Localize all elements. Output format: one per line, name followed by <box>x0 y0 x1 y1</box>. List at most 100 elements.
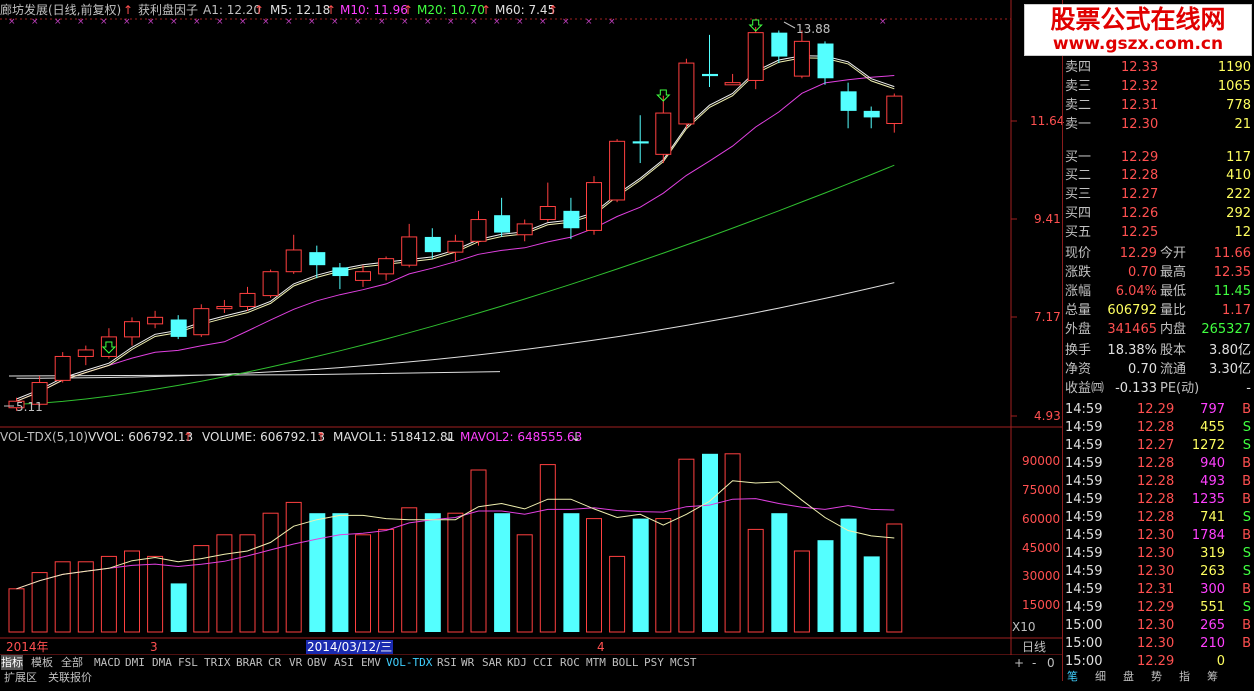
volume-arrow: ↑ <box>316 430 327 444</box>
tick-row: 14:59 12.27 1272 S <box>1063 436 1254 455</box>
tab-mcst[interactable]: MCST <box>670 656 697 669</box>
tab-vr[interactable]: VR <box>289 656 303 669</box>
tab-brar[interactable]: BRAR <box>236 656 263 669</box>
buy-label: 买五 <box>1065 225 1092 240</box>
logo-title: 股票公式在线网 <box>1050 5 1226 34</box>
tab-roc[interactable]: ROC <box>560 656 580 669</box>
tick-time: 14:59 <box>1065 546 1103 561</box>
tick-row: 14:59 12.28 1235 B <box>1063 490 1254 509</box>
tick-time: 14:59 <box>1065 474 1103 489</box>
buy-price: 12.26 <box>1121 206 1159 221</box>
tab-fsl[interactable]: FSL <box>178 656 198 669</box>
candle-body <box>494 215 511 233</box>
sidebar-tab[interactable]: 指 <box>1179 670 1190 683</box>
tab-asi[interactable]: ASI <box>334 656 354 669</box>
sell-row: 卖一 12.30 21 <box>1063 115 1254 134</box>
candle-body <box>724 82 741 86</box>
volume-bar <box>285 501 302 633</box>
sidebar-tab[interactable]: 筹 <box>1207 670 1218 683</box>
zoom-zero[interactable]: 0 <box>1047 656 1055 670</box>
tick-price: 12.30 <box>1137 546 1175 561</box>
candle-body <box>702 73 718 77</box>
quote-value: 1.17 <box>1222 303 1251 318</box>
low-label: 5.11 <box>16 400 43 414</box>
a1-arrow: ↑ <box>254 3 265 17</box>
tab-obv[interactable]: OBV <box>307 656 327 669</box>
expand-area-link[interactable]: 扩展区 <box>4 671 37 684</box>
vol-tick: 15000 <box>1022 598 1061 612</box>
tab-dma[interactable]: DMA <box>152 656 172 669</box>
top-marker: × <box>239 17 247 27</box>
tab-cci[interactable]: CCI <box>533 656 553 669</box>
candle-body <box>563 210 580 229</box>
sidebar-tab[interactable]: 盘 <box>1123 670 1134 683</box>
tab-cr[interactable]: CR <box>268 656 282 669</box>
sidebar-tab[interactable]: 势 <box>1151 670 1162 683</box>
vol-name[interactable]: VOL-TDX(5,10) <box>0 430 89 444</box>
tab-指标[interactable]: 指标 <box>1 655 23 670</box>
related-quote-link[interactable]: 关联报价 <box>48 671 92 684</box>
volume-bar <box>355 534 371 633</box>
tab-macd[interactable]: MACD <box>94 656 121 669</box>
quote-row: 收益㈣ -0.133 PE(动) - <box>1063 379 1254 398</box>
a1-label: A1: 12.20 <box>203 3 262 17</box>
zoom-plus[interactable]: + <box>1014 656 1025 670</box>
volume-bar <box>54 561 71 633</box>
tick-side: S <box>1242 438 1251 453</box>
candle-body <box>609 140 626 201</box>
quote-label: 涨跌 <box>1065 265 1092 280</box>
tab-vol-tdx[interactable]: VOL-TDX <box>386 656 433 669</box>
volume-bar <box>193 545 210 633</box>
tick-time: 14:59 <box>1065 582 1103 597</box>
tab-rsi[interactable]: RSI <box>437 656 457 669</box>
chart-svg[interactable]: × × × × × × × × × × × × × × × × × × × × × × × × × × × × <box>0 0 1062 681</box>
buy-price: 12.29 <box>1121 150 1159 165</box>
tick-volume: 300 <box>1200 582 1225 597</box>
indicator-tabs: 指标 模板 全部 MACD DMI DMA FSL TRIX BRAR CR VR OBV ASI EMV… <box>0 655 1062 670</box>
tab-emv[interactable]: EMV <box>361 656 381 669</box>
quote-value: 3.80亿 <box>1209 343 1251 358</box>
tick-volume: 1272 <box>1191 438 1225 453</box>
tab-wr[interactable]: WR <box>461 656 475 669</box>
volume-bar <box>817 540 834 632</box>
volume-bar <box>563 513 580 632</box>
date-year: 2014年 <box>6 640 49 654</box>
tab-sar[interactable]: SAR <box>482 656 502 669</box>
tick-side: B <box>1242 474 1251 489</box>
tick-time: 14:59 <box>1065 564 1103 579</box>
top-marker: × <box>493 17 501 27</box>
zoom-minus[interactable]: - <box>1032 656 1037 670</box>
quote-label: 外盘 <box>1065 322 1092 337</box>
tab-mtm[interactable]: MTM <box>586 656 606 669</box>
period-label[interactable]: 日线 <box>1022 640 1047 654</box>
quote-label: 最高 <box>1160 265 1187 280</box>
price-tick: 4.93 <box>1034 409 1061 423</box>
volume-bar <box>747 528 764 633</box>
tick-time: 14:59 <box>1065 402 1103 417</box>
tab-kdj[interactable]: KDJ <box>507 656 527 669</box>
tab-psy[interactable]: PSY <box>644 656 664 669</box>
tick-volume: 455 <box>1200 420 1225 435</box>
tick-time: 14:59 <box>1065 438 1103 453</box>
tab-全部[interactable]: 全部 <box>61 656 83 669</box>
chart-area[interactable]: × × × × × × × × × × × × × × × × × × × × × × × × × × × × 廊坊发展(日线,前复权… <box>0 0 1064 684</box>
volume-bar <box>100 555 117 633</box>
title-arrow: ↑ <box>123 3 134 17</box>
sidebar-tab[interactable]: 笔 <box>1067 670 1078 683</box>
a1-line <box>16 55 895 400</box>
indicator-name[interactable]: 获利盘因子 <box>138 3 199 17</box>
quote-label: 今开 <box>1160 246 1187 261</box>
top-marker: × <box>424 17 432 27</box>
candle-body <box>147 316 164 325</box>
tab-boll[interactable]: BOLL <box>612 656 639 669</box>
buy-volume: 222 <box>1226 187 1251 202</box>
tab-模板[interactable]: 模板 <box>31 656 53 669</box>
tick-side: B <box>1242 528 1251 543</box>
top-marker: × <box>123 17 131 27</box>
volume-bar <box>424 513 441 632</box>
tab-trix[interactable]: TRIX <box>204 656 231 669</box>
candle-body <box>586 182 602 231</box>
buy-label: 买二 <box>1065 168 1092 183</box>
sidebar-tab[interactable]: 细 <box>1095 670 1106 683</box>
tab-dmi[interactable]: DMI <box>125 656 145 669</box>
